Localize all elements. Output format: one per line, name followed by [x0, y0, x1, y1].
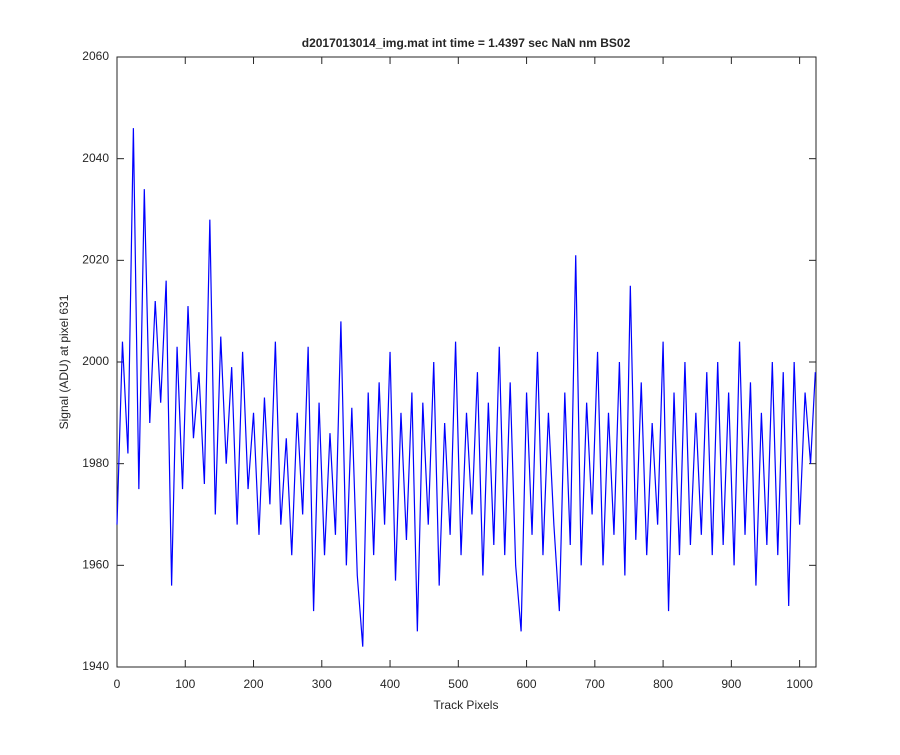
x-tick-label: 300 — [312, 677, 332, 691]
x-tick-label: 1000 — [786, 677, 813, 691]
y-tick-label: 1960 — [82, 558, 109, 572]
plot-area — [116, 56, 817, 668]
y-axis-label: Signal (ADU) at pixel 631 — [57, 294, 71, 429]
y-tick-label: 2000 — [82, 354, 109, 368]
x-tick-label: 400 — [380, 677, 400, 691]
x-tick-label: 500 — [448, 677, 468, 691]
y-tick-label: 2060 — [82, 49, 109, 63]
y-tick-label: 2040 — [82, 151, 109, 165]
x-tick-label: 100 — [175, 677, 195, 691]
x-tick-label: 200 — [244, 677, 264, 691]
chart-title: d2017013014_img.mat int time = 1.4397 se… — [302, 36, 631, 50]
x-tick-label: 900 — [721, 677, 741, 691]
x-tick-label: 600 — [517, 677, 537, 691]
data-line — [116, 128, 816, 647]
x-tick-label: 0 — [114, 677, 121, 691]
x-tick-label: 700 — [585, 677, 605, 691]
y-tick-label: 2020 — [82, 253, 109, 267]
y-tick-label: 1980 — [82, 456, 109, 470]
x-axis-label: Track Pixels — [434, 698, 499, 712]
x-tick-label: 800 — [653, 677, 673, 691]
y-tick-label: 1940 — [82, 659, 109, 673]
